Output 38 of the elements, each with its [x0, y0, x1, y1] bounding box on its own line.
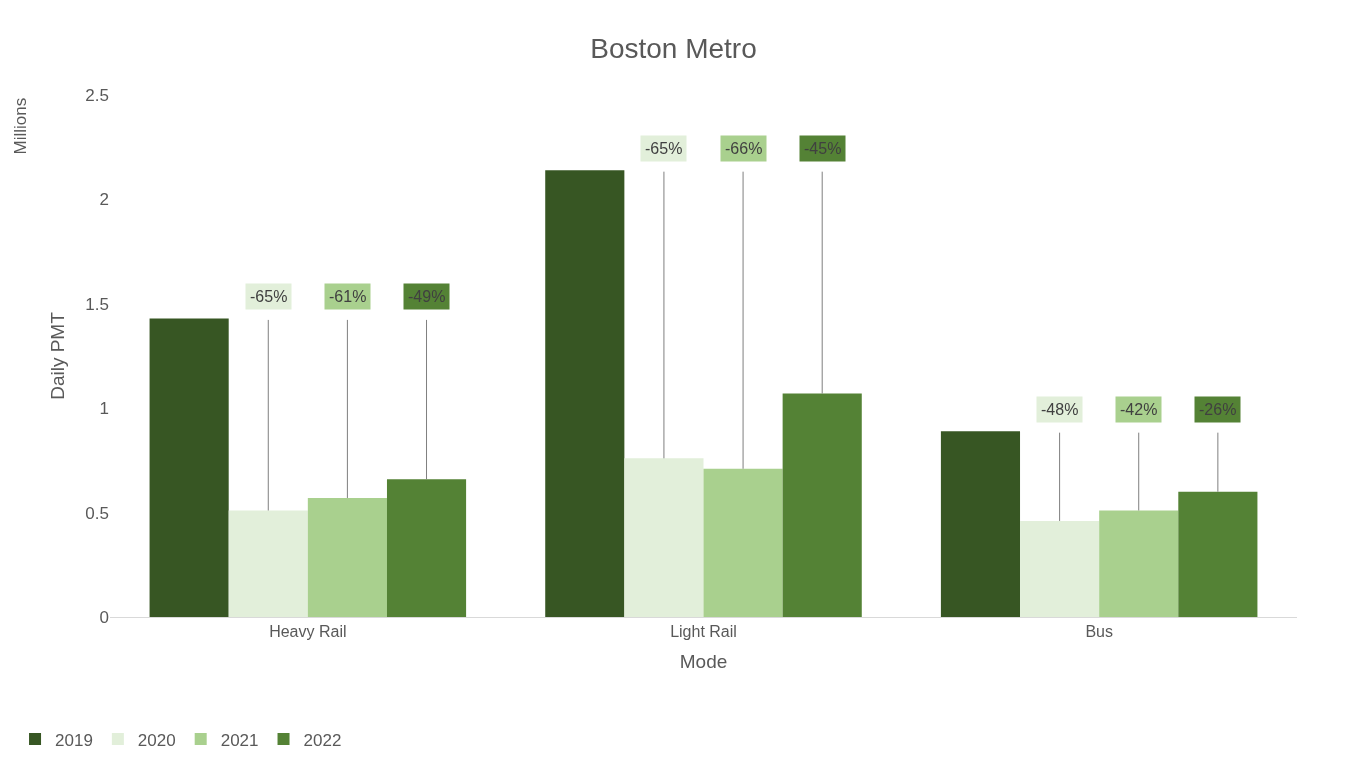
bar	[703, 468, 783, 617]
annotation: -45%	[804, 140, 842, 157]
x-axis-title: Mode	[679, 651, 728, 672]
annotation: -48%	[1041, 401, 1079, 418]
bar	[624, 458, 704, 617]
text: Millions	[11, 97, 31, 155]
y-tick-label: 0.5	[85, 503, 109, 523]
y-tick-label: 1	[99, 399, 109, 419]
y-tick-label: 0	[99, 607, 109, 627]
annotation: -49%	[408, 288, 446, 305]
x-tick-label: Light Rail	[670, 623, 737, 641]
bar	[1020, 520, 1100, 617]
bar	[1178, 491, 1258, 617]
annotation: -42%	[1120, 401, 1158, 418]
y-tick-label: 2.5	[85, 85, 109, 105]
x-tick-label: Bus	[1085, 623, 1113, 641]
chart-title: Boston Metro	[590, 33, 757, 65]
bar	[228, 510, 308, 617]
bar	[545, 170, 625, 617]
x-tick-label: Heavy Rail	[269, 623, 347, 641]
annotation: -65%	[250, 288, 288, 305]
legend-label: 2021	[220, 730, 259, 750]
bar	[782, 393, 862, 617]
bar	[940, 431, 1021, 617]
annotation: -26%	[1199, 401, 1237, 418]
bar	[386, 479, 467, 617]
y-tick-label: 1.5	[85, 294, 109, 314]
bar	[149, 318, 229, 617]
legend-label: 2022	[303, 730, 342, 750]
annotation: -61%	[329, 288, 367, 305]
legend-label: 2019	[55, 730, 93, 750]
y-tick-label: 2	[99, 190, 109, 210]
y-axis-title: Daily PMT	[47, 311, 69, 400]
legend-label: 2020	[137, 730, 176, 750]
bar	[307, 497, 387, 617]
annotation: -66%	[725, 140, 763, 157]
bar	[1099, 510, 1179, 617]
annotation: -65%	[645, 140, 683, 157]
